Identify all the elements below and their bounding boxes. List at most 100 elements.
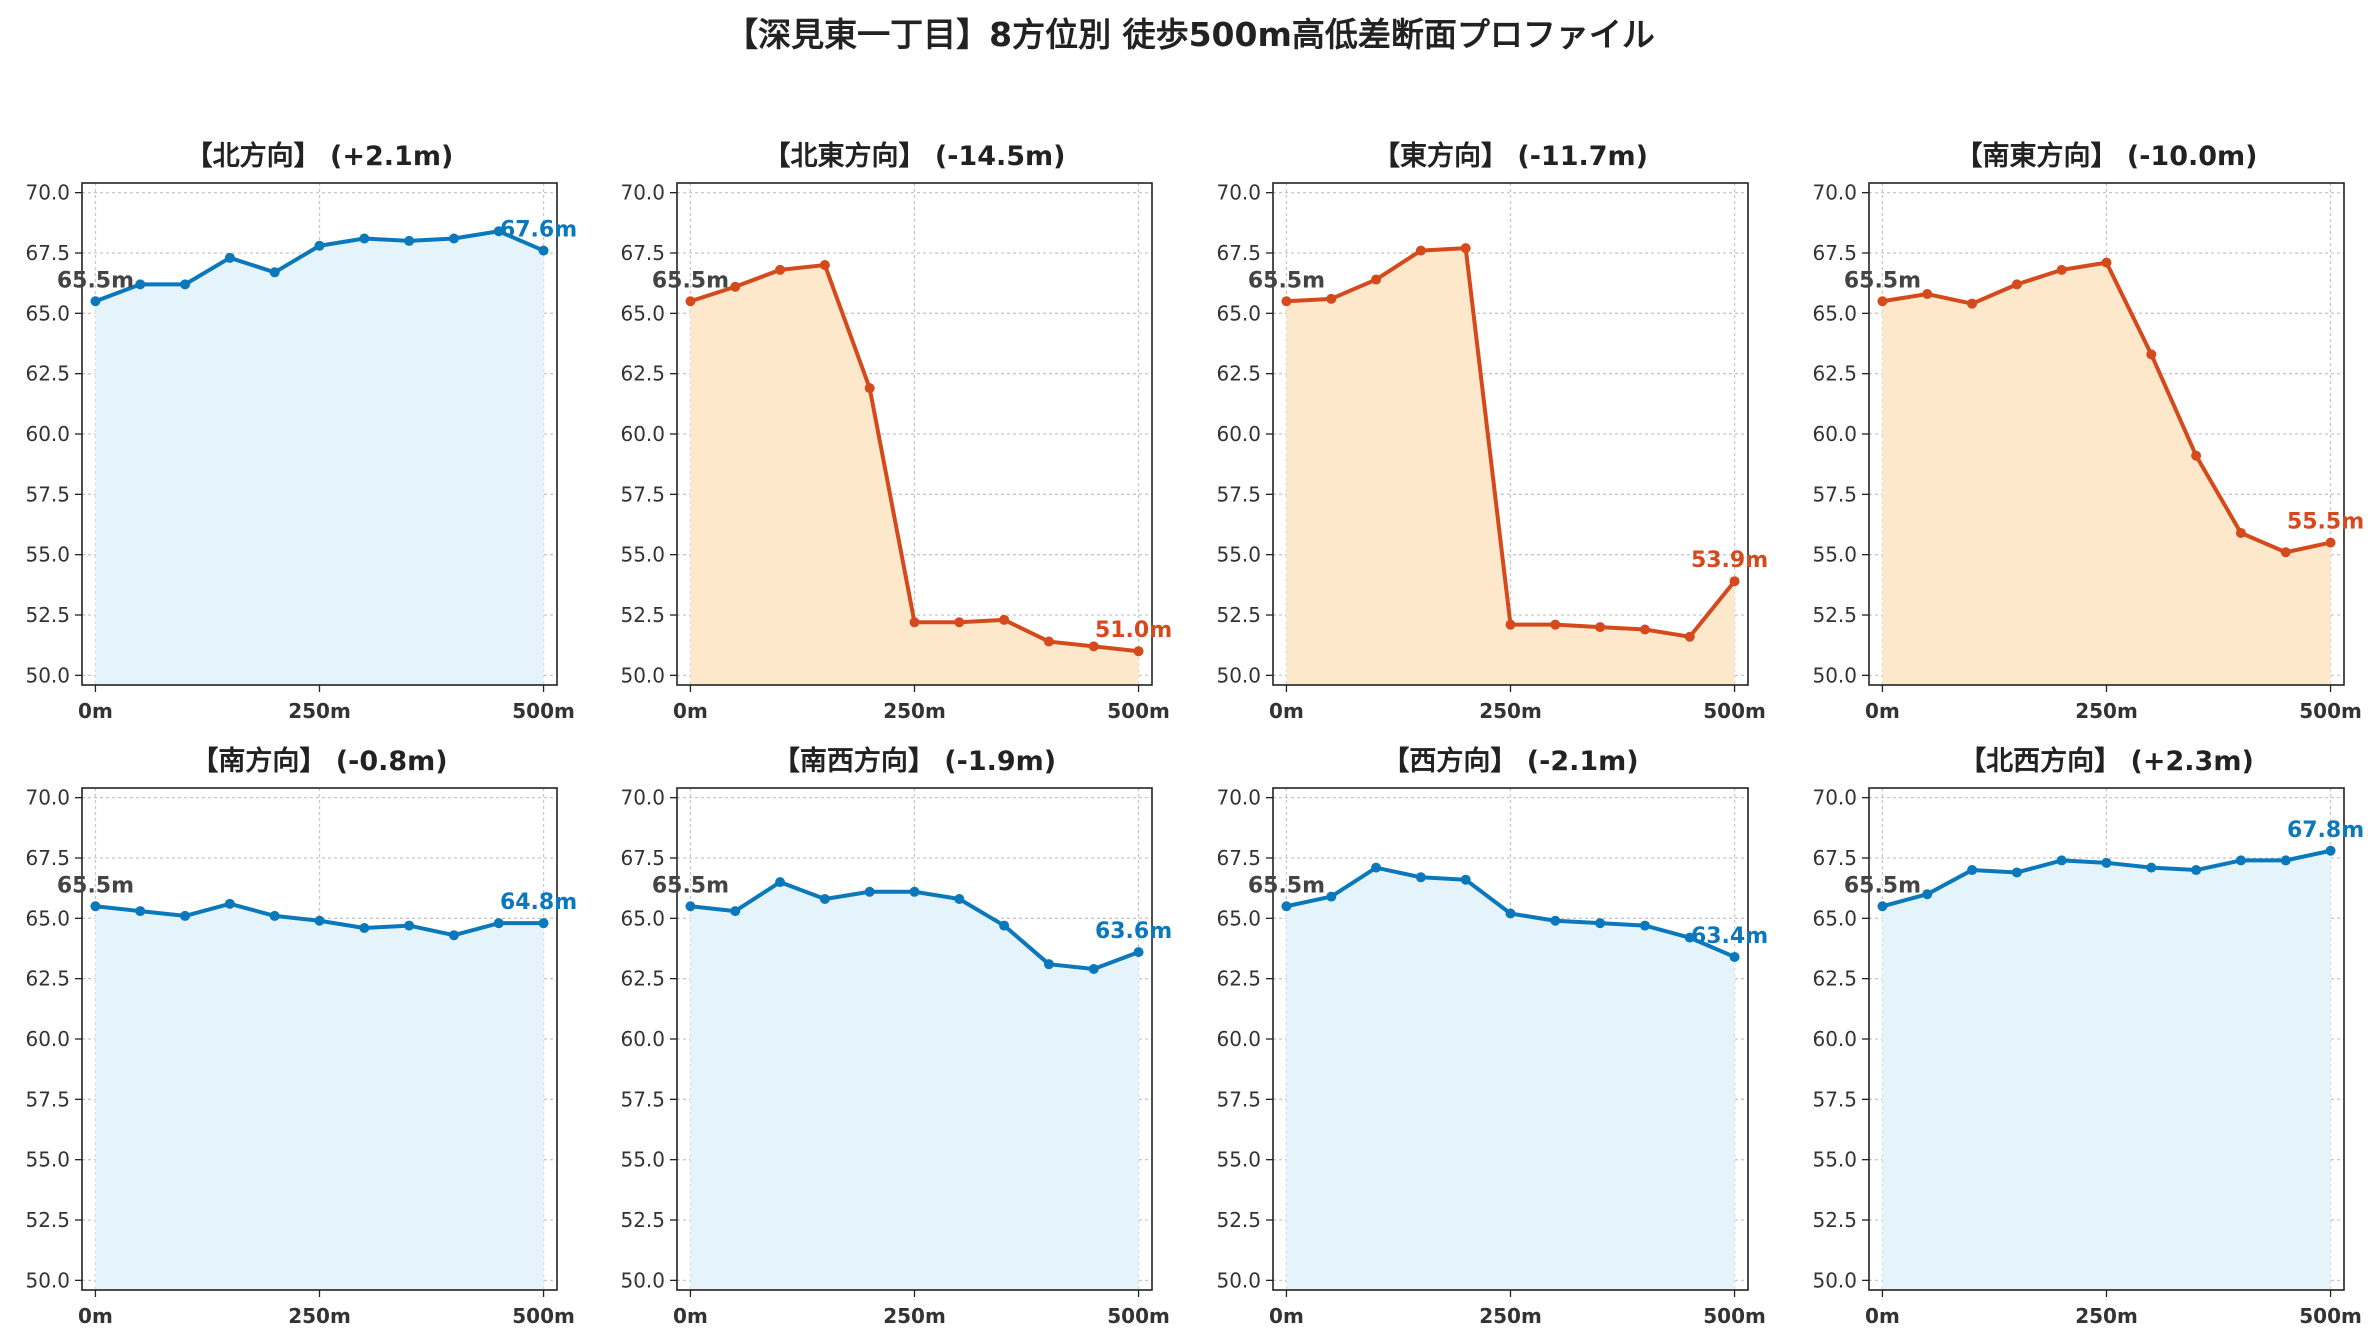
data-point [2056,855,2067,866]
data-point [819,894,830,905]
x-tick-label: 250m [2075,699,2138,723]
y-tick-label: 62.5 [620,362,665,386]
chart-panel-7: 【西方向】 (-2.1m) 50.0 52.5 55.0 57.5 60.0 62.5 65.… [1216,745,1768,1328]
panel-title: 【南東方向】 (-10.0m) [1955,140,2257,172]
x-tick-label: 0m [673,699,708,723]
y-tick-label: 60.0 [1812,1027,1857,1051]
elevation-area-fill [95,903,544,1290]
data-point [1326,891,1337,902]
data-point [775,877,786,888]
x-tick-label: 500m [1703,699,1766,723]
data-point [493,226,504,237]
data-point [954,894,965,905]
y-tick-label: 50.0 [1812,1268,1857,1292]
data-point [2011,867,2022,878]
data-point [1043,636,1054,647]
panel-title: 【北西方向】 (+2.3m) [1959,745,2254,777]
axes-frame [1868,787,2345,1291]
data-point [1133,646,1144,657]
data-point [1967,298,1978,309]
data-point [2280,547,2291,558]
y-tick-label: 65.0 [25,301,70,325]
x-tick-label: 0m [78,1304,113,1328]
y-tick-label: 55.0 [25,543,70,567]
y-tick-label: 55.0 [1216,543,1261,567]
elevation-area-fill [1286,248,1735,686]
y-tick-label: 55.0 [1216,1148,1261,1172]
y-tick-label: 55.0 [620,1148,665,1172]
y-tick-label: 60.0 [25,1027,70,1051]
start-elevation-label: 65.5m [1844,268,1921,293]
y-tick-label: 67.5 [25,241,70,265]
data-point [359,233,370,244]
data-point [135,279,146,290]
axes-frame [1868,182,2345,686]
data-point [1281,296,1292,307]
data-point [1729,576,1740,587]
y-tick-label: 57.5 [25,482,70,506]
y-tick-label: 67.5 [1216,846,1261,870]
start-elevation-label: 65.5m [1248,873,1325,898]
panel-title: 【南方向】 (-0.8m) [191,745,447,777]
data-point [1639,920,1650,931]
y-tick-label: 67.5 [620,241,665,265]
data-point [954,617,965,628]
data-point [90,296,101,307]
y-tick-label: 65.0 [620,906,665,930]
figure-title: 【深見東一丁目】8方位別 徒歩500m高低差断面プロファイル [725,15,1655,54]
chart-panel-6: 【南西方向】 (-1.9m) 50.0 52.5 55.0 57.5 60.0 62.5 65… [620,745,1172,1328]
y-tick-label: 57.5 [1812,482,1857,506]
data-point [224,898,235,909]
end-elevation-label: 64.8m [500,890,577,915]
data-point [314,240,325,251]
chart-panel-8: 【北西方向】 (+2.3m) 50.0 52.5 55.0 57.5 60.0 62.5 65… [1812,745,2364,1328]
data-point [999,614,1010,625]
axes-frame [81,182,558,686]
data-point [1505,619,1516,630]
x-tick-label: 500m [1107,699,1170,723]
y-tick-label: 67.5 [1812,241,1857,265]
y-tick-label: 62.5 [1216,362,1261,386]
x-tick-label: 0m [1865,1304,1900,1328]
x-tick-label: 250m [1479,699,1542,723]
y-tick-label: 50.0 [620,1268,665,1292]
y-tick-label: 55.0 [620,543,665,567]
data-point [314,915,325,926]
data-point [2056,264,2067,275]
panel-title: 【西方向】 (-2.1m) [1382,745,1638,777]
y-tick-label: 52.5 [1812,1208,1857,1232]
data-point [909,886,920,897]
x-tick-label: 250m [1479,1304,1542,1328]
y-tick-label: 62.5 [25,362,70,386]
y-tick-label: 57.5 [1812,1087,1857,1111]
data-point [448,930,459,941]
data-point [2235,855,2246,866]
end-elevation-label: 63.6m [1095,919,1172,944]
panel-title: 【北方向】 (+2.1m) [186,140,454,172]
start-elevation-label: 65.5m [57,873,134,898]
y-tick-label: 60.0 [620,1027,665,1051]
data-point [1043,959,1054,970]
data-point [730,906,741,917]
x-tick-label: 250m [883,1304,946,1328]
chart-panel-1: 【北方向】 (+2.1m) 50.0 52.5 55.0 57.5 60.0 62.5 65.… [25,140,577,723]
data-point [2011,279,2022,290]
data-point [180,279,191,290]
y-tick-label: 60.0 [1216,422,1261,446]
data-point [448,233,459,244]
x-tick-label: 500m [2299,699,2362,723]
start-elevation-label: 65.5m [1844,873,1921,898]
elevation-area-fill [95,231,544,685]
data-point [2146,349,2157,360]
y-tick-label: 55.0 [1812,1148,1857,1172]
x-tick-label: 0m [1865,699,1900,723]
data-point [864,383,875,394]
data-point [1922,889,1933,900]
y-tick-label: 50.0 [25,1268,70,1292]
panel-title: 【南西方向】 (-1.9m) [773,745,1056,777]
y-tick-label: 62.5 [1812,967,1857,991]
y-tick-label: 62.5 [1216,967,1261,991]
data-point [730,281,741,292]
y-tick-label: 57.5 [620,1087,665,1111]
x-tick-label: 0m [1269,699,1304,723]
